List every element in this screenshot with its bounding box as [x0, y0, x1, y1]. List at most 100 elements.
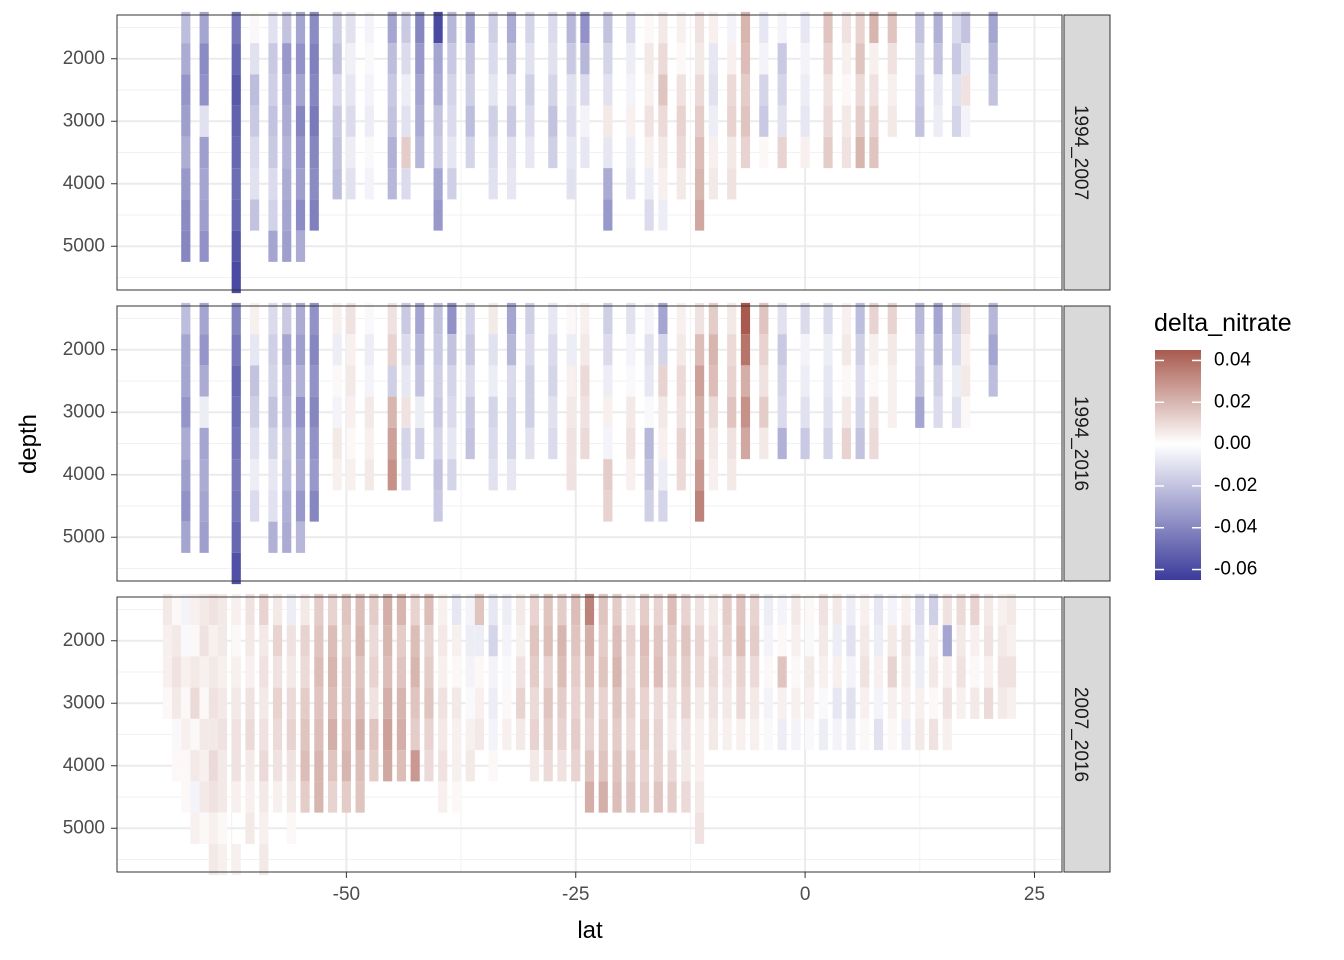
heatmap-cell: [190, 781, 200, 813]
heatmap-cell: [488, 656, 498, 688]
heatmap-cell: [383, 750, 393, 782]
heatmap-cell: [369, 625, 379, 657]
heatmap-cell: [805, 593, 815, 626]
heatmap-cell: [383, 687, 393, 719]
heatmap-cell: [644, 427, 654, 460]
heatmap-cell: [415, 427, 425, 460]
heatmap-cell: [777, 105, 787, 137]
heatmap-cell: [933, 74, 943, 106]
heatmap-cell: [580, 334, 590, 366]
heatmap-cell: [750, 718, 760, 751]
heatmap-cell: [639, 687, 650, 719]
heatmap-cell: [887, 396, 897, 428]
heatmap-cell: [681, 656, 691, 688]
heatmap-cell: [488, 396, 498, 428]
heatmap-cell: [901, 593, 911, 626]
heatmap-cell: [887, 11, 897, 44]
heatmap-cell: [396, 593, 406, 626]
heatmap-cell: [580, 11, 590, 44]
heatmap-cell: [282, 334, 292, 366]
heatmap-cell: [626, 105, 636, 137]
heatmap-cell: [231, 781, 241, 813]
heatmap-cell: [676, 11, 686, 44]
heatmap-cell: [548, 74, 558, 106]
heatmap-cell: [915, 396, 925, 428]
heatmap-cell: [800, 334, 810, 366]
heatmap-cell: [488, 365, 498, 397]
heatmap-cell: [644, 334, 654, 366]
heatmap-cell: [695, 812, 705, 844]
heatmap-cell: [396, 656, 406, 688]
heatmap-cell: [708, 459, 718, 491]
heatmap-cell: [286, 656, 296, 688]
heatmap-cell: [800, 427, 810, 460]
heatmap-cell: [346, 365, 356, 397]
heatmap-cell: [676, 105, 686, 137]
facet-strip-1994-2016: 1994_2016: [1063, 305, 1111, 582]
heatmap-cell: [759, 365, 769, 397]
heatmap-cell: [525, 302, 535, 335]
heatmap-cell: [846, 718, 856, 751]
heatmap-cell: [295, 334, 306, 366]
heatmap-cell: [309, 199, 319, 231]
heatmap-cell: [346, 334, 356, 366]
heatmap-cell: [231, 136, 241, 169]
heatmap-cell: [328, 718, 338, 751]
heatmap-cell: [332, 334, 342, 366]
heatmap-cell: [951, 105, 962, 137]
heatmap-cell: [506, 302, 517, 335]
heatmap-cell: [566, 168, 576, 200]
heatmap-cell: [860, 687, 870, 719]
heatmap-cell: [332, 168, 342, 200]
heatmap-cell: [722, 718, 732, 751]
heatmap-cell: [525, 334, 535, 366]
heatmap-cell: [410, 656, 420, 688]
heatmap-cell: [644, 365, 654, 397]
heatmap-cell: [800, 43, 810, 75]
heatmap-cell: [855, 74, 865, 106]
heatmap-cell: [447, 427, 457, 460]
heatmap-cell: [181, 750, 191, 782]
heatmap-cell: [346, 136, 356, 169]
heatmap-cell: [268, 199, 278, 231]
heatmap-cell: [309, 459, 319, 491]
heatmap-cell: [603, 459, 613, 491]
heatmap-cell: [401, 396, 411, 428]
heatmap-cell: [598, 656, 608, 688]
heatmap-cell: [424, 656, 434, 688]
heatmap-cell: [272, 718, 283, 751]
heatmap-cell: [708, 168, 718, 200]
heatmap-cell: [506, 334, 517, 366]
heatmap-cell: [841, 43, 851, 75]
y-tick-label: 2000: [63, 48, 105, 69]
heatmap-cell: [341, 718, 351, 751]
heatmap-cell: [447, 168, 457, 200]
heatmap-cell: [928, 656, 939, 688]
heatmap-cell: [364, 43, 374, 75]
heatmap-cell: [300, 656, 310, 688]
heatmap-cell: [282, 490, 292, 522]
heatmap-cell: [708, 136, 718, 169]
heatmap-cell: [695, 365, 705, 397]
heatmap-cell: [855, 365, 865, 397]
heatmap-cell: [695, 334, 705, 366]
heatmap-cell: [933, 43, 943, 75]
heatmap-cell: [451, 687, 462, 719]
heatmap-cell: [681, 625, 691, 657]
heatmap-cell: [172, 656, 182, 688]
heatmap-cell: [314, 750, 324, 782]
heatmap-cell: [695, 625, 705, 657]
heatmap-cell: [571, 656, 581, 688]
heatmap-cell: [309, 365, 319, 397]
heatmap-cell: [736, 593, 746, 626]
heatmap-cell: [250, 168, 260, 200]
heatmap-cell: [295, 396, 306, 428]
heatmap-cell: [823, 74, 833, 106]
heatmap-cell: [580, 427, 590, 460]
heatmap-cell: [525, 11, 535, 44]
heatmap-cell: [942, 718, 952, 751]
heatmap-cell: [245, 593, 255, 626]
heatmap-cell: [722, 687, 732, 719]
heatmap-cell: [727, 334, 737, 366]
heatmap-cell: [695, 105, 705, 137]
